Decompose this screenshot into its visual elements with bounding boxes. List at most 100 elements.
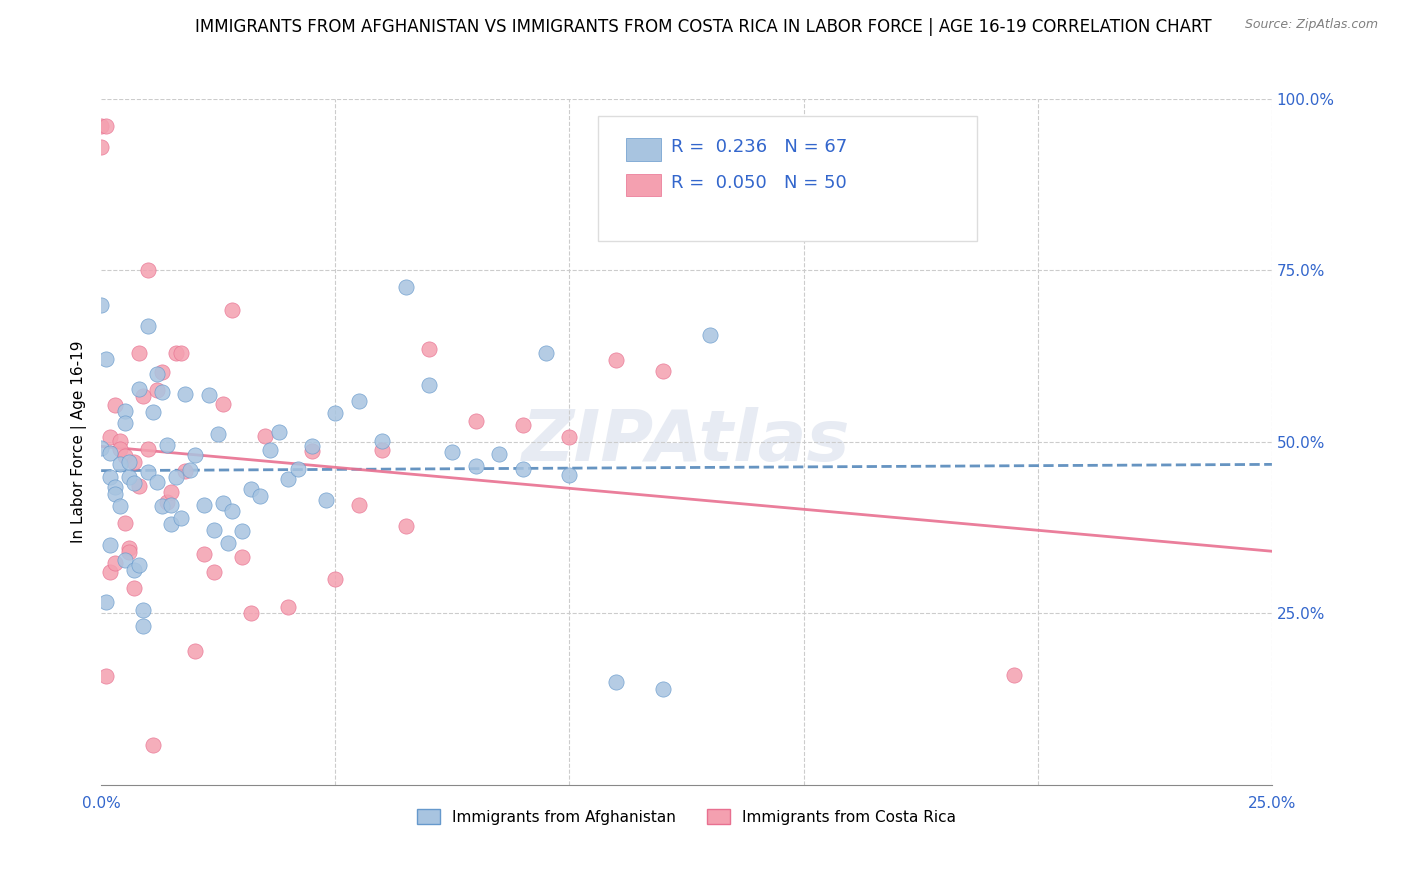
Point xyxy=(100,538,122,552)
Point xyxy=(136,263,159,277)
Point xyxy=(231,524,253,538)
Point xyxy=(184,449,207,463)
Point xyxy=(136,442,159,456)
Point xyxy=(277,472,299,486)
Point xyxy=(323,406,346,420)
Point xyxy=(122,581,145,595)
Point xyxy=(108,442,131,457)
Point xyxy=(100,470,122,484)
Point xyxy=(212,396,235,410)
Point xyxy=(160,485,183,500)
Point xyxy=(114,449,136,463)
Point xyxy=(174,464,197,478)
Point xyxy=(202,565,225,579)
Point xyxy=(132,603,155,617)
Point xyxy=(146,367,169,381)
Point xyxy=(90,139,112,153)
Text: R =  0.050   N = 50: R = 0.050 N = 50 xyxy=(671,174,846,192)
Point xyxy=(122,475,145,490)
Point xyxy=(104,480,127,494)
Point xyxy=(146,383,169,397)
Point xyxy=(156,438,179,452)
Point xyxy=(347,498,370,512)
Point xyxy=(221,504,243,518)
Point xyxy=(108,499,131,513)
Point xyxy=(136,465,159,479)
Text: IMMIGRANTS FROM AFGHANISTAN VS IMMIGRANTS FROM COSTA RICA IN LABOR FORCE | AGE 1: IMMIGRANTS FROM AFGHANISTAN VS IMMIGRANT… xyxy=(194,18,1212,36)
Point xyxy=(165,469,187,483)
Point xyxy=(118,470,141,484)
Point xyxy=(160,517,183,532)
Point xyxy=(217,535,239,549)
Point xyxy=(100,565,122,579)
Point xyxy=(132,388,155,402)
Point xyxy=(118,455,141,469)
Point xyxy=(464,415,486,429)
Point xyxy=(100,430,122,444)
Point xyxy=(132,619,155,633)
Point xyxy=(128,346,150,360)
Point xyxy=(90,441,112,455)
Point xyxy=(287,462,309,476)
Point xyxy=(128,382,150,396)
Point xyxy=(534,346,557,360)
Point xyxy=(240,606,263,620)
Point xyxy=(108,434,131,449)
Point xyxy=(156,494,179,508)
Point xyxy=(605,352,627,367)
Point xyxy=(160,498,183,512)
Point xyxy=(512,417,534,432)
Point xyxy=(104,398,127,412)
Point xyxy=(94,352,117,367)
Point xyxy=(394,519,416,533)
Point xyxy=(464,459,486,474)
Point xyxy=(100,446,122,460)
Point xyxy=(118,541,141,555)
Point xyxy=(488,447,510,461)
Text: R =  0.236   N = 67: R = 0.236 N = 67 xyxy=(671,138,846,156)
Point xyxy=(371,443,394,458)
Point xyxy=(249,490,271,504)
Point xyxy=(193,547,215,561)
Point xyxy=(1002,668,1025,682)
Point xyxy=(114,516,136,531)
Point xyxy=(114,552,136,566)
Point xyxy=(267,425,290,439)
Point xyxy=(90,119,112,133)
Point xyxy=(418,378,440,392)
Point xyxy=(652,364,675,378)
Point xyxy=(170,346,193,360)
Point xyxy=(150,500,173,514)
Point xyxy=(652,681,675,696)
Text: ZIPAtlas: ZIPAtlas xyxy=(522,408,851,476)
Point xyxy=(128,479,150,493)
Point xyxy=(90,297,112,311)
Point xyxy=(165,345,187,359)
Point xyxy=(142,405,165,419)
Point xyxy=(207,427,229,442)
Point xyxy=(150,365,173,379)
Point xyxy=(301,444,323,458)
Point xyxy=(94,595,117,609)
Point xyxy=(122,455,145,469)
Y-axis label: In Labor Force | Age 16-19: In Labor Force | Age 16-19 xyxy=(72,341,87,543)
Point xyxy=(94,669,117,683)
Text: Source: ZipAtlas.com: Source: ZipAtlas.com xyxy=(1244,18,1378,31)
Point xyxy=(371,434,394,449)
Point xyxy=(193,498,215,512)
Point xyxy=(347,393,370,408)
Point xyxy=(142,738,165,752)
Point xyxy=(323,572,346,586)
Point xyxy=(259,443,281,458)
Point xyxy=(212,496,235,510)
Point xyxy=(301,439,323,453)
Point xyxy=(94,119,117,133)
Point xyxy=(118,545,141,559)
Point xyxy=(179,463,201,477)
Point xyxy=(128,558,150,573)
Point xyxy=(277,599,299,614)
Point xyxy=(315,493,337,508)
Point xyxy=(108,457,131,471)
Point xyxy=(558,468,581,483)
Point xyxy=(104,557,127,571)
